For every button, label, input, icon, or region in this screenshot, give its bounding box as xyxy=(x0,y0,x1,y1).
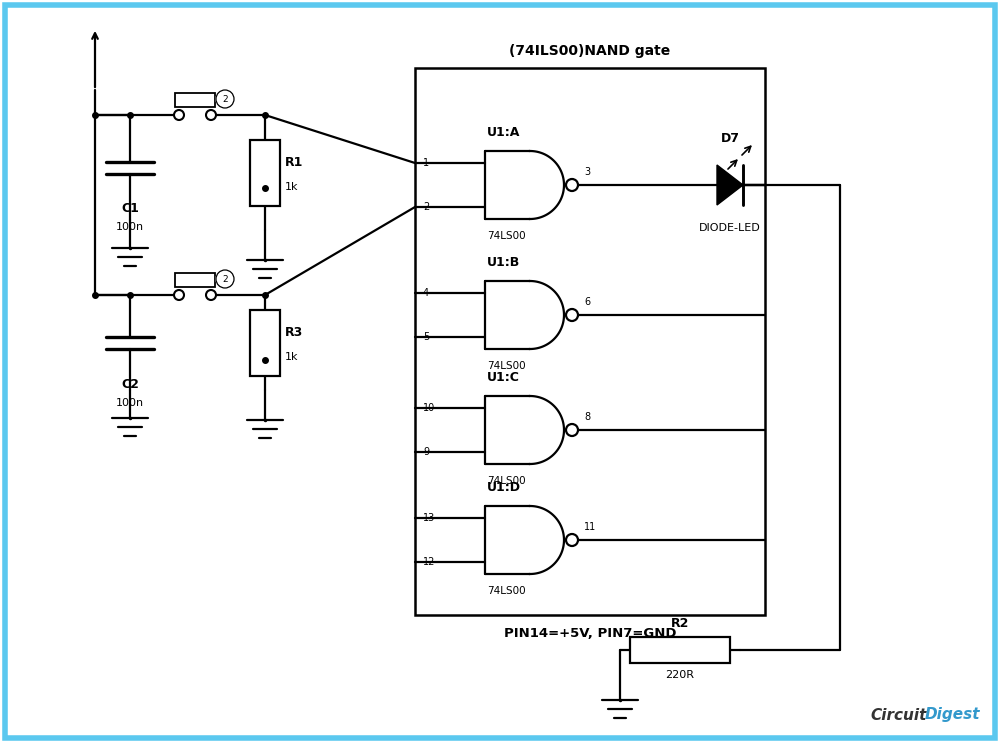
Text: R2: R2 xyxy=(671,617,689,630)
Text: 100n: 100n xyxy=(116,398,144,407)
Text: 2: 2 xyxy=(222,274,228,284)
Circle shape xyxy=(566,309,578,321)
Text: 12: 12 xyxy=(423,557,435,567)
Text: DIODE-LED: DIODE-LED xyxy=(699,223,761,233)
Text: R3: R3 xyxy=(285,326,303,339)
Text: 100n: 100n xyxy=(116,222,144,233)
Text: 10: 10 xyxy=(423,403,435,413)
Text: 74LS00: 74LS00 xyxy=(487,361,526,371)
Circle shape xyxy=(566,179,578,191)
Bar xyxy=(250,140,280,206)
Circle shape xyxy=(566,424,578,436)
Text: C1: C1 xyxy=(121,203,139,215)
Circle shape xyxy=(566,534,578,546)
Text: 4: 4 xyxy=(423,288,429,298)
Text: 9: 9 xyxy=(423,447,429,457)
Bar xyxy=(250,310,280,375)
Text: (74ILS00)NAND gate: (74ILS00)NAND gate xyxy=(509,44,671,58)
Circle shape xyxy=(174,290,184,300)
Text: R1: R1 xyxy=(285,156,303,169)
Text: 5: 5 xyxy=(423,332,429,342)
Circle shape xyxy=(206,290,216,300)
Text: Digest: Digest xyxy=(925,707,980,722)
Text: D7: D7 xyxy=(720,132,740,145)
FancyBboxPatch shape xyxy=(5,5,995,738)
Text: 6: 6 xyxy=(584,297,590,307)
Text: 74LS00: 74LS00 xyxy=(487,586,526,596)
Bar xyxy=(630,637,730,663)
Bar xyxy=(175,273,215,287)
Text: 11: 11 xyxy=(584,522,596,532)
Text: 13: 13 xyxy=(423,513,435,523)
Text: 2: 2 xyxy=(423,202,429,212)
Circle shape xyxy=(206,110,216,120)
Text: 2: 2 xyxy=(222,94,228,103)
Text: 1: 1 xyxy=(423,158,429,168)
Bar xyxy=(175,93,215,107)
Circle shape xyxy=(216,270,234,288)
Text: C2: C2 xyxy=(121,377,139,391)
Text: U1:B: U1:B xyxy=(487,256,520,269)
Text: 8: 8 xyxy=(584,412,590,422)
Text: U1:C: U1:C xyxy=(487,371,520,384)
Text: 74LS00: 74LS00 xyxy=(487,231,526,241)
Text: 3: 3 xyxy=(584,167,590,177)
Text: PIN14=+5V, PIN7=GND: PIN14=+5V, PIN7=GND xyxy=(504,627,676,640)
Text: 1k: 1k xyxy=(285,181,298,192)
Text: 1k: 1k xyxy=(285,351,298,362)
Text: Circuit: Circuit xyxy=(870,707,926,722)
Circle shape xyxy=(174,110,184,120)
Text: 74LS00: 74LS00 xyxy=(487,476,526,486)
Text: U1:A: U1:A xyxy=(487,126,520,139)
Bar xyxy=(415,68,765,615)
Circle shape xyxy=(216,90,234,108)
Text: U1:D: U1:D xyxy=(487,481,521,494)
Polygon shape xyxy=(717,165,743,205)
Text: 220R: 220R xyxy=(666,670,694,680)
